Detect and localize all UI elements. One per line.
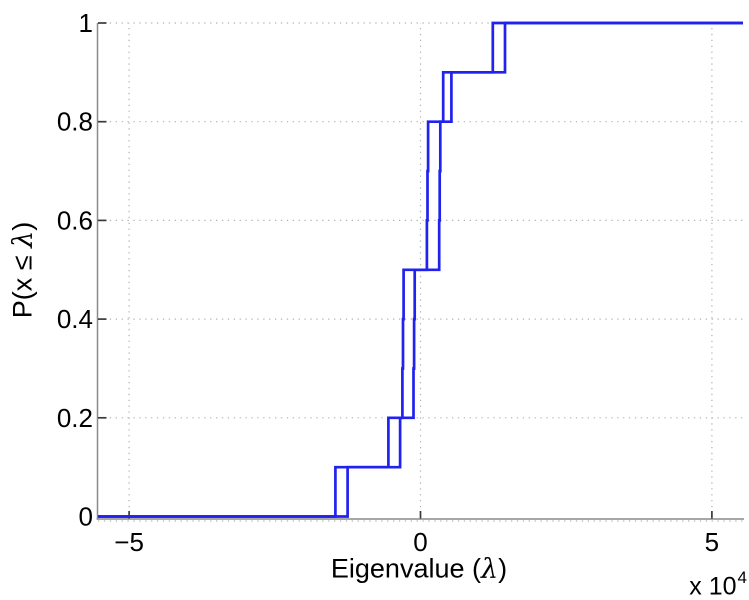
lambda-symbol: λ: [7, 230, 39, 248]
x-axis-label-pre: Eigenvalue (: [330, 553, 481, 584]
y-tick-label: 0.6: [57, 205, 93, 235]
y-axis-label: P(x ≤ λ): [7, 221, 39, 319]
x-axis-multiplier: x 104: [689, 568, 747, 600]
lambda-symbol: λ: [480, 553, 499, 585]
y-axis-label-post: ): [7, 221, 38, 231]
ecdf-curve-ecdf-b: [98, 21, 743, 518]
x-axis-label-post: ): [498, 553, 508, 584]
x-tick-label: 5: [705, 527, 719, 557]
y-tick-label: 1: [79, 8, 93, 38]
y-tick-label: 0.8: [57, 107, 93, 137]
x-axis-multiplier-base: x 10: [689, 572, 737, 600]
x-axis-label: Eigenvalue (λ): [330, 553, 508, 585]
y-axis-label-pre: P(x ≤: [7, 247, 38, 319]
y-tick-label: 0: [79, 502, 93, 532]
x-tick-label: −5: [114, 527, 144, 557]
x-axis-multiplier-exponent: 4: [737, 568, 747, 587]
y-tick-label: 0.4: [57, 304, 93, 334]
y-tick-label: 0.2: [57, 403, 93, 433]
x-tick-label: 0: [413, 527, 427, 557]
